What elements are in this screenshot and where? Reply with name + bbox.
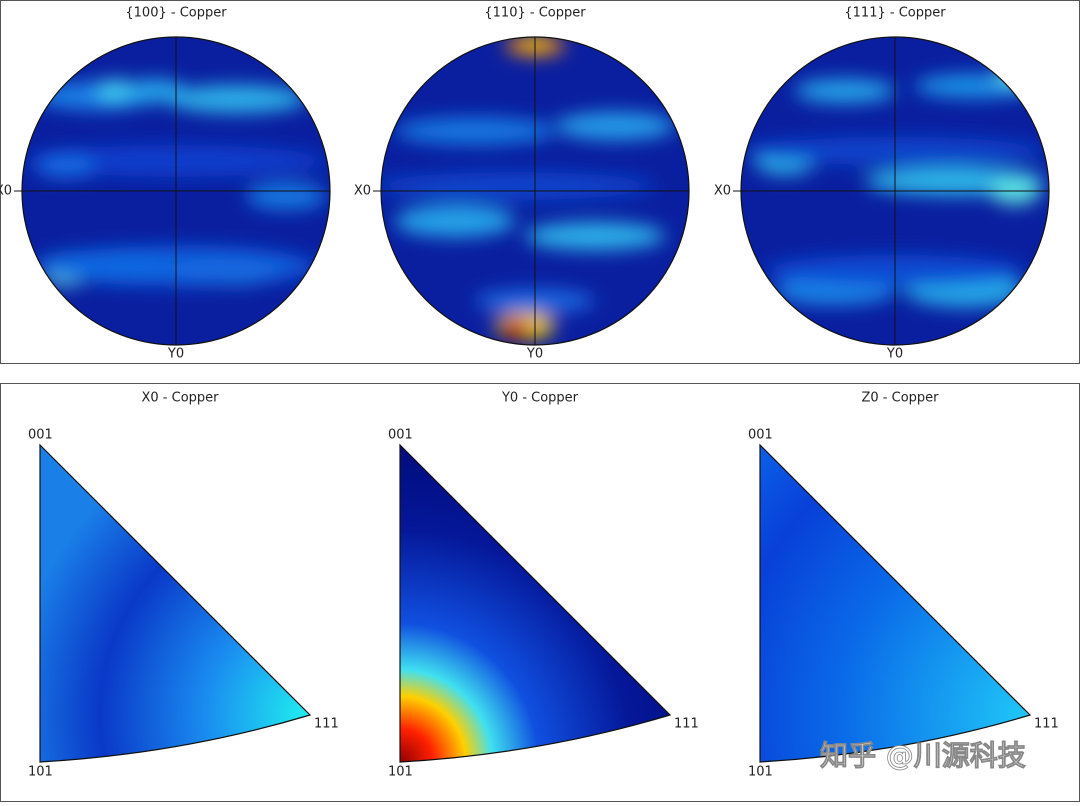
texture-blob <box>126 79 186 103</box>
pole-title: {111} - Copper <box>844 6 946 21</box>
texture-blob <box>915 74 1035 98</box>
corner-label: 001 <box>748 428 773 443</box>
texture-blob <box>36 154 96 178</box>
texture-blob <box>525 222 665 250</box>
y-label: Y0 <box>167 347 184 362</box>
texture-blob <box>501 319 529 339</box>
ipf-triangle <box>39 443 312 763</box>
texture-blob <box>381 172 655 200</box>
ipf-title: X0 - Copper <box>141 391 219 406</box>
corner-label: 111 <box>1034 717 1059 732</box>
corner-label: 111 <box>674 717 699 732</box>
x-label: X0 <box>714 184 731 199</box>
texture-blob <box>395 205 515 237</box>
texture-blob <box>246 182 326 210</box>
texture-blob <box>555 112 675 140</box>
ipf-title: Z0 - Copper <box>861 391 939 406</box>
texture-blob <box>995 66 1035 86</box>
corner-label: 111 <box>314 717 339 732</box>
ipf-title: Y0 - Copper <box>501 391 579 406</box>
x-label: X0 <box>354 184 371 199</box>
pole-title: {110} - Copper <box>484 6 586 21</box>
y-label: Y0 <box>526 347 543 362</box>
corner-label: 001 <box>28 428 53 443</box>
texture-blob <box>166 85 306 113</box>
texture-blob <box>96 79 136 103</box>
texture-blob <box>795 79 895 103</box>
ipf-triangle <box>399 443 672 763</box>
texture <box>381 37 675 340</box>
corner-label: 101 <box>28 765 53 780</box>
ipf-triangle <box>759 443 1032 763</box>
y-label: Y0 <box>886 347 903 362</box>
corner-label: 001 <box>388 428 413 443</box>
watermark: 知乎 @川源科技 <box>820 739 1026 772</box>
corner-label: 101 <box>388 765 413 780</box>
corner-label: 101 <box>748 765 773 780</box>
x-label: X0 <box>0 184 12 199</box>
pole-title: {100} - Copper <box>125 6 227 21</box>
texture-blob <box>395 117 555 145</box>
